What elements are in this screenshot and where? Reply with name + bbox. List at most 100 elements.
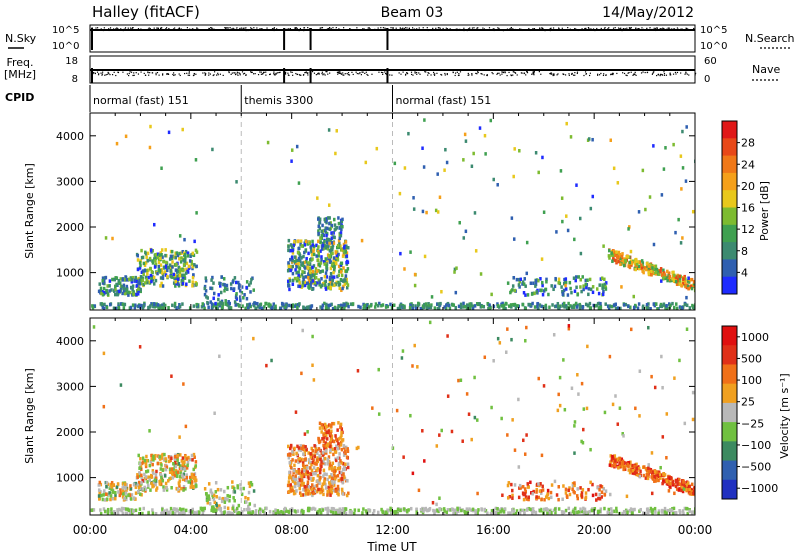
echo-cell — [305, 256, 308, 261]
echo-cell — [191, 266, 194, 271]
echo-cell — [254, 306, 258, 310]
echo-cell — [300, 256, 303, 260]
echo-cell — [522, 497, 526, 502]
echo-cell — [314, 275, 318, 280]
echo-cell — [662, 268, 665, 273]
echo-cell — [540, 257, 544, 261]
nsearch-dot — [266, 27, 268, 29]
nave-dot — [540, 73, 542, 75]
echo-cell — [325, 437, 329, 441]
echo-cell — [442, 507, 446, 511]
echo-cell — [164, 253, 167, 258]
echo-cell — [101, 293, 105, 297]
echo-cell — [325, 425, 328, 429]
nave-dot — [628, 71, 630, 74]
nsearch-dot — [366, 29, 368, 31]
echo-cell — [158, 457, 162, 461]
nave-dot — [406, 72, 408, 74]
echo-cell — [320, 485, 324, 489]
nsearch-dot — [563, 29, 566, 31]
echo-cell — [544, 306, 548, 310]
nsearch-dot — [294, 27, 296, 29]
nave-dot — [506, 74, 508, 77]
echo-cell — [248, 510, 251, 515]
echo-cell — [185, 473, 188, 477]
nsearch-dot — [664, 29, 666, 31]
echo-cell — [492, 359, 495, 363]
nsearch-dot — [438, 28, 441, 31]
nsearch-dot — [542, 27, 544, 30]
echo-cell — [290, 488, 293, 493]
echo-cell — [171, 476, 175, 480]
echo-cell — [425, 210, 428, 215]
echo-cell — [578, 302, 582, 307]
nsearch-dot — [232, 27, 234, 29]
echo-cell — [177, 511, 181, 515]
echo-cell — [631, 471, 635, 475]
echo-cell — [233, 300, 237, 304]
echo-cell — [319, 249, 322, 253]
echo-cell — [339, 231, 343, 235]
echo-cell — [496, 183, 499, 187]
echo-cell — [339, 270, 343, 274]
echo-cell — [175, 275, 178, 280]
echo-cell — [540, 497, 543, 501]
echo-cell — [328, 254, 331, 258]
echo-cell — [438, 496, 441, 500]
echo-cell — [303, 448, 306, 452]
nsearch-dot — [584, 27, 586, 30]
echo-cell — [461, 439, 464, 443]
nsearch-dot — [668, 28, 671, 30]
nsearch-dot — [653, 28, 656, 31]
echo-cell — [99, 508, 102, 512]
echo-cell — [258, 507, 262, 511]
echo-cell — [415, 510, 419, 515]
echo-cell — [586, 278, 589, 282]
echo-cell — [609, 461, 612, 465]
echo-cell — [339, 440, 343, 445]
echo-cell — [203, 306, 206, 310]
nave-dot — [202, 72, 204, 74]
echo-cell — [497, 511, 500, 515]
nsearch-dot — [445, 27, 447, 29]
nave-dot — [446, 73, 448, 76]
echo-cell — [540, 304, 543, 309]
nsearch-dot — [501, 29, 503, 31]
echo-cell — [162, 266, 166, 270]
echo-cell — [326, 459, 330, 463]
echo-cell — [628, 260, 632, 265]
echo-cell — [512, 174, 515, 179]
echo-cell — [174, 268, 178, 272]
echo-cell — [167, 130, 171, 135]
nave-dot — [186, 72, 188, 74]
echo-cell — [512, 302, 515, 307]
echo-cell — [134, 481, 137, 486]
echo-cell — [340, 219, 344, 224]
echo-cell — [170, 249, 174, 254]
echo-cell — [332, 258, 335, 263]
nave-dot — [521, 72, 523, 74]
echo-cell — [660, 279, 663, 283]
nave-dot — [108, 72, 110, 75]
echo-cell — [471, 306, 475, 310]
nave-dot — [275, 72, 277, 75]
echo-cell — [463, 304, 466, 309]
echo-cell — [328, 482, 332, 487]
echo-cell — [154, 256, 157, 261]
nsearch-dot — [529, 29, 531, 32]
echo-cell — [475, 302, 479, 306]
echo-cell — [501, 301, 504, 306]
nsearch-dot — [261, 28, 263, 30]
echo-cell — [299, 239, 303, 243]
echo-cell — [622, 260, 626, 265]
echo-cell — [232, 486, 236, 491]
echo-cell — [211, 493, 214, 498]
echo-cell — [145, 458, 149, 463]
echo-cell — [579, 278, 582, 282]
echo-cell — [147, 275, 150, 280]
echo-cell — [314, 484, 318, 488]
nsearch-dot — [463, 29, 465, 32]
echo-cell — [470, 302, 473, 306]
echo-cell — [584, 302, 588, 307]
